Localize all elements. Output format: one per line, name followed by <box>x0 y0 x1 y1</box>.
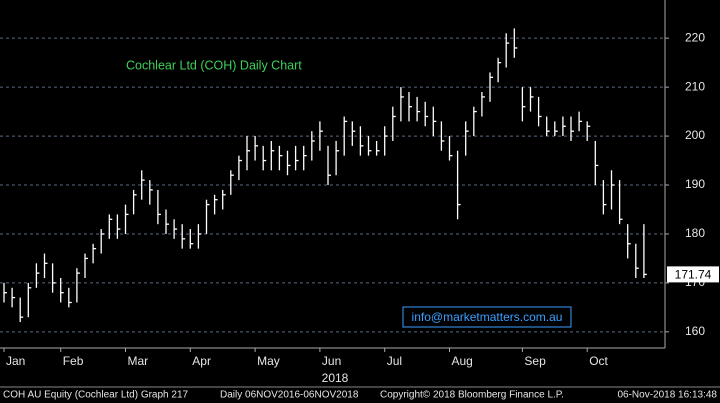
watermark-box <box>402 306 572 328</box>
last-price-tag <box>667 266 719 283</box>
footer: COH AU Equity (Cochlear Ltd) Graph 217 D… <box>3 390 717 401</box>
x-tick-label: Oct <box>589 354 608 368</box>
footer-text: COH AU Equity (Cochlear Ltd) Graph 217 <box>3 390 189 401</box>
footer-text: Daily 06NOV2016-06NOV2018 <box>220 390 359 401</box>
y-tick-label: 210 <box>685 79 705 93</box>
y-tick-label: 180 <box>685 226 705 240</box>
y-tick-label: 220 <box>685 30 705 44</box>
y-tick-label: 200 <box>685 128 705 142</box>
x-tick-label: Mar <box>128 354 149 368</box>
x-tick-label: Apr <box>192 354 211 368</box>
x-tick-label: May <box>257 354 280 368</box>
last-price-label: 171.74 <box>675 268 712 282</box>
y-tick-label: 160 <box>685 324 705 338</box>
x-tick-label: Feb <box>63 354 84 368</box>
x-tick-label: Sep <box>524 354 546 368</box>
watermark: info@marketmatters.com.au <box>412 310 563 324</box>
x-tick-label: Jan <box>6 354 25 368</box>
x-tick-label: Jul <box>387 354 402 368</box>
y-tick-label: 190 <box>685 177 705 191</box>
chart-title: Cochlear Ltd (COH) Daily Chart <box>126 58 302 72</box>
footer-text: Copyright© 2018 Bloomberg Finance L.P. <box>380 390 564 401</box>
year-label: 2018 <box>322 371 349 385</box>
x-tick-label: Aug <box>452 354 473 368</box>
x-tick-label: Jun <box>322 354 341 368</box>
footer-text: 06-Nov-2018 16:13:48 <box>617 390 717 401</box>
